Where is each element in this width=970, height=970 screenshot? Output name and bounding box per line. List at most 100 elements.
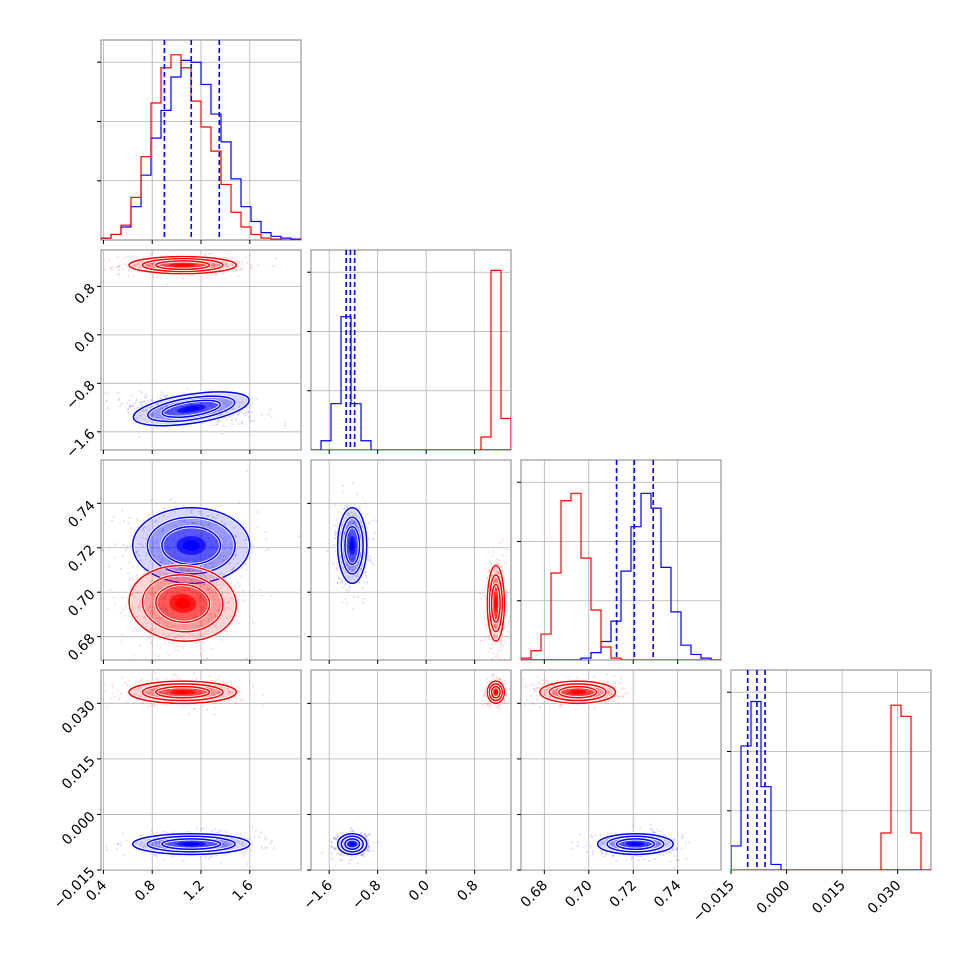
scatter-point: [147, 640, 151, 644]
scatter-point: [506, 687, 509, 691]
scatter-point: [162, 642, 166, 645]
scatter-point: [335, 518, 339, 521]
scatter-point: [182, 646, 185, 650]
scatter-point: [218, 609, 221, 612]
scatter-point: [263, 847, 267, 850]
scatter-point: [161, 559, 164, 562]
scatter-point: [151, 413, 155, 416]
scatter-point: [482, 703, 485, 706]
scatter-point: [213, 264, 216, 267]
scatter-point: [232, 567, 235, 570]
scatter-point: [250, 264, 253, 267]
panel-2-2: [517, 459, 722, 664]
scatter-point: [506, 589, 509, 592]
scatter-point: [680, 837, 683, 840]
scatter-point: [111, 683, 114, 686]
scatter-point: [251, 826, 254, 829]
scatter-point: [346, 540, 349, 543]
scatter-point: [152, 276, 155, 279]
scatter-point: [555, 693, 558, 696]
scatter-point: [166, 592, 169, 595]
scatter-point: [156, 413, 160, 416]
scatter-point: [187, 613, 191, 616]
scatter-point: [104, 268, 107, 271]
scatter-point: [340, 858, 343, 862]
scatter-point: [487, 570, 490, 573]
scatter-point: [149, 593, 152, 596]
scatter-point: [163, 830, 166, 833]
scatter-point: [153, 554, 156, 558]
scatter-point: [201, 607, 204, 610]
scatter-point: [372, 849, 375, 852]
scatter-point: [630, 858, 633, 861]
scatter-point: [138, 436, 141, 439]
scatter-point: [176, 675, 179, 678]
scatter-point: [260, 594, 263, 597]
contour-line-blue: [606, 835, 665, 853]
scatter-point: [199, 633, 202, 637]
scatter-point: [347, 575, 350, 578]
scatter-point: [169, 626, 172, 629]
scatter-point: [351, 481, 355, 485]
scatter-point: [484, 567, 487, 570]
scatter-point: [599, 850, 602, 853]
scatter-point: [205, 401, 208, 404]
density-core-blue: [183, 842, 200, 846]
scatter-point: [223, 841, 226, 844]
scatter-point: [224, 574, 227, 577]
scatter-point: [137, 605, 140, 608]
scatter-point: [509, 598, 511, 601]
scatter-point: [190, 578, 193, 582]
scatter-point: [212, 595, 215, 598]
scatter-point: [248, 254, 251, 257]
scatter-point: [221, 845, 224, 848]
scatter-point: [673, 838, 676, 841]
scatter-point: [218, 263, 221, 267]
scatter-point: [283, 421, 286, 424]
scatter-point: [340, 578, 343, 581]
scatter-point: [171, 562, 174, 565]
scatter-point: [494, 625, 497, 628]
scatter-point: [497, 562, 500, 565]
scatter-point: [217, 608, 220, 612]
scatter-point: [205, 540, 208, 544]
scatter-point: [234, 701, 238, 705]
scatter-point: [173, 841, 176, 845]
panel-0-0: [97, 39, 302, 244]
scatter-point: [178, 405, 182, 408]
scatter-point: [134, 400, 138, 403]
scatter-point: [191, 558, 194, 561]
scatter-point: [344, 571, 347, 574]
scatter-point: [120, 402, 123, 405]
scatter-point: [639, 827, 642, 830]
scatter-point: [495, 579, 498, 583]
scatter-point: [168, 842, 171, 845]
scatter-point: [190, 509, 193, 512]
scatter-point: [332, 543, 336, 547]
scatter-point: [125, 256, 128, 259]
scatter-point: [647, 841, 650, 845]
scatter-point: [362, 832, 366, 836]
scatter-point: [236, 562, 240, 565]
scatter-point: [195, 593, 198, 596]
scatter-point: [682, 836, 685, 839]
scatter-point: [220, 638, 224, 642]
scatter-point: [664, 839, 667, 842]
scatter-point: [160, 276, 163, 279]
scatter-point: [199, 653, 203, 656]
scatter-point: [350, 565, 354, 568]
scatter-point: [142, 851, 145, 854]
scatter-point: [333, 837, 336, 840]
scatter-point: [138, 262, 141, 265]
scatter-point: [347, 567, 350, 571]
scatter-point: [656, 843, 659, 846]
scatter-point: [183, 534, 186, 537]
scatter-point: [496, 649, 500, 652]
scatter-point: [150, 689, 153, 692]
scatter-point: [188, 274, 191, 277]
contour-line-blue: [146, 835, 236, 853]
scatter-point: [229, 596, 232, 599]
scatter-point: [223, 535, 226, 538]
scatter-point: [637, 859, 640, 862]
scatter-point: [594, 834, 597, 837]
